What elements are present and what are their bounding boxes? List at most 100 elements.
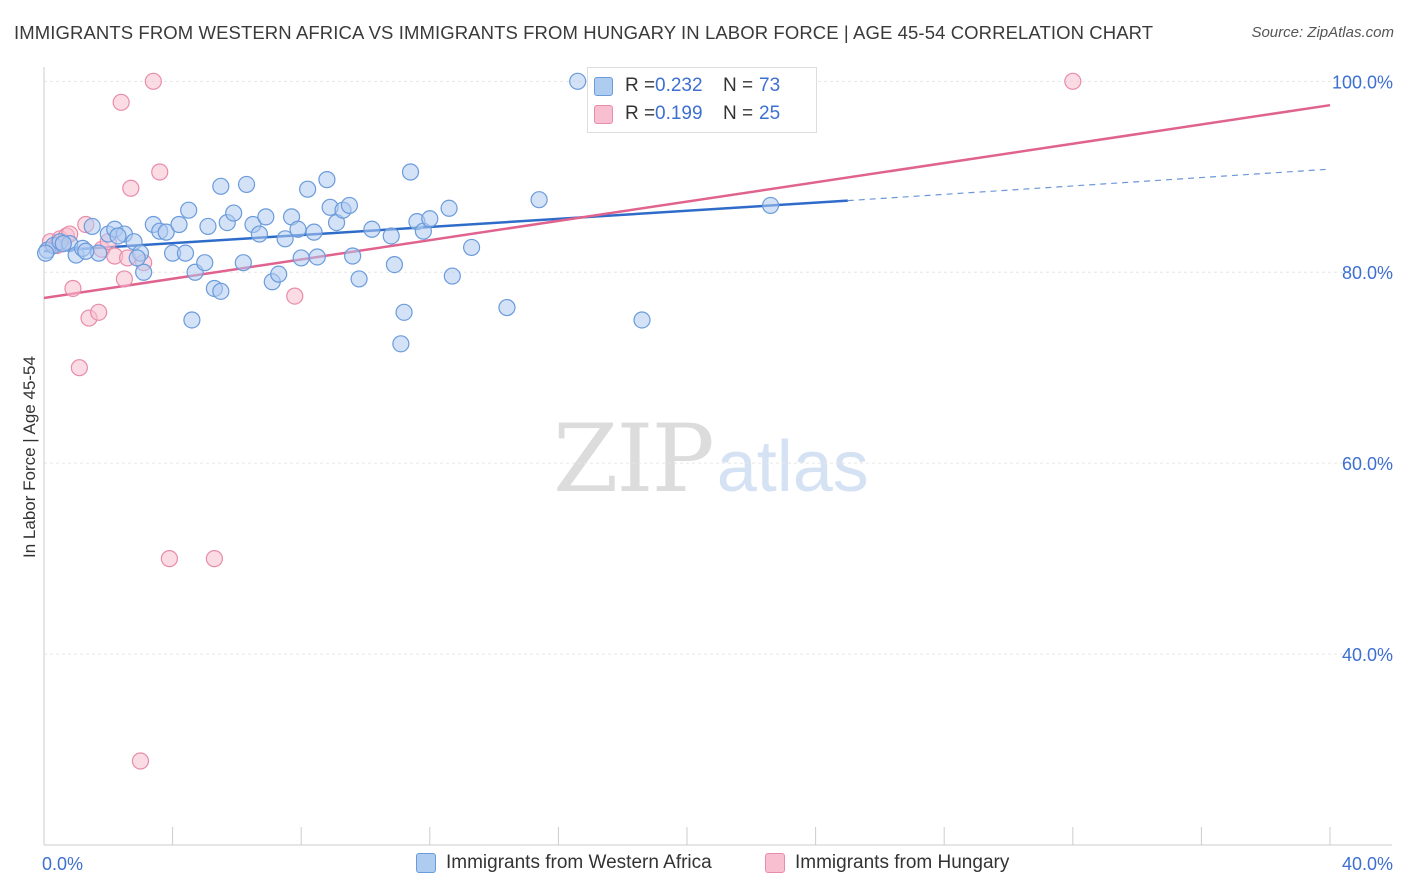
data-point-hungary bbox=[286, 287, 304, 305]
data-point-western-africa bbox=[135, 263, 153, 281]
data-point-western-africa bbox=[128, 249, 146, 267]
trend-line bbox=[43, 199, 848, 253]
data-point-western-africa bbox=[569, 72, 587, 90]
trend-line bbox=[43, 103, 1331, 300]
n-value: 73 bbox=[759, 75, 781, 96]
data-point-hungary bbox=[112, 93, 130, 111]
data-point-western-africa bbox=[350, 270, 368, 288]
data-point-western-africa bbox=[292, 249, 310, 267]
correlation-legend: R = 0.232 N = 73 R = 0.199 N = 25 bbox=[587, 67, 817, 133]
data-point-hungary bbox=[70, 359, 88, 377]
watermark-atlas: atlas bbox=[716, 427, 869, 507]
y-tick-label: 100.0% bbox=[1332, 72, 1393, 92]
data-point-western-africa bbox=[761, 196, 780, 215]
data-point-western-africa bbox=[270, 265, 288, 283]
data-point-western-africa bbox=[318, 171, 336, 189]
data-point-hungary bbox=[160, 550, 178, 568]
data-point-western-africa bbox=[443, 267, 461, 285]
data-point-western-africa bbox=[183, 311, 201, 329]
data-point-western-africa bbox=[344, 247, 362, 265]
data-point-western-africa bbox=[212, 282, 230, 300]
data-point-western-africa bbox=[83, 217, 101, 236]
data-point-hungary bbox=[151, 163, 169, 181]
data-point-western-africa bbox=[199, 217, 217, 236]
data-point-western-africa bbox=[237, 175, 256, 194]
data-point-western-africa bbox=[395, 303, 413, 321]
data-point-western-africa bbox=[109, 227, 127, 245]
legend-swatch-blue bbox=[416, 853, 436, 873]
source-credit: Source: ZipAtlas.com bbox=[1251, 24, 1394, 41]
data-point-hungary bbox=[115, 270, 133, 288]
data-point-western-africa bbox=[385, 256, 404, 274]
data-point-western-africa bbox=[363, 220, 381, 238]
data-point-western-africa bbox=[225, 204, 243, 222]
n-value: 25 bbox=[759, 103, 781, 124]
data-points bbox=[37, 72, 1082, 770]
data-point-western-africa bbox=[170, 215, 188, 234]
data-point-western-africa bbox=[77, 242, 95, 260]
data-point-western-africa bbox=[392, 335, 410, 353]
data-point-hungary bbox=[90, 303, 108, 321]
data-point-hungary bbox=[131, 752, 150, 770]
trend-lines bbox=[43, 103, 1331, 300]
data-point-western-africa bbox=[176, 244, 195, 262]
data-point-hungary bbox=[205, 550, 223, 568]
x-tick-label: 40.0% bbox=[1342, 854, 1393, 874]
y-tick-label: 80.0% bbox=[1342, 263, 1393, 283]
data-point-western-africa bbox=[212, 177, 230, 195]
data-point-western-africa bbox=[382, 227, 400, 245]
legend-label: Immigrants from Western Africa bbox=[446, 852, 712, 873]
data-point-western-africa bbox=[180, 201, 198, 219]
data-point-hungary bbox=[122, 179, 140, 197]
tick-labels: 40.0% 60.0% 80.0% 100.0% 0.0% 40.0% bbox=[42, 72, 1393, 874]
legend-row-hungary: R = 0.199 N = 25 bbox=[588, 100, 780, 128]
data-point-hungary bbox=[64, 279, 82, 298]
data-point-western-africa bbox=[440, 199, 458, 217]
series-legend: Immigrants from Western Africa Immigrant… bbox=[0, 852, 1406, 878]
gridlines bbox=[44, 80, 1392, 655]
data-point-western-africa bbox=[340, 196, 359, 215]
legend-item-western-africa[interactable]: Immigrants from Western Africa bbox=[416, 852, 712, 874]
legend-swatch-pink bbox=[594, 104, 613, 124]
legend-item-hungary[interactable]: Immigrants from Hungary bbox=[765, 852, 1009, 874]
data-point-hungary bbox=[144, 72, 162, 90]
data-point-western-africa bbox=[498, 298, 516, 317]
n-label: N = bbox=[723, 75, 754, 96]
r-label: R = bbox=[625, 103, 656, 124]
trend-line-extension bbox=[847, 168, 1331, 202]
data-point-western-africa bbox=[37, 244, 55, 262]
data-point-western-africa bbox=[421, 210, 439, 228]
data-point-western-africa bbox=[54, 235, 72, 253]
data-point-western-africa bbox=[530, 191, 548, 209]
data-point-western-africa bbox=[157, 223, 175, 241]
legend-label: Immigrants from Hungary bbox=[795, 852, 1010, 873]
r-value: 0.232 bbox=[655, 75, 703, 96]
data-point-western-africa bbox=[633, 311, 651, 329]
legend-swatch-pink bbox=[765, 853, 785, 873]
data-point-western-africa bbox=[308, 248, 326, 266]
y-tick-label: 40.0% bbox=[1342, 645, 1393, 665]
data-point-western-africa bbox=[196, 254, 214, 272]
data-point-western-africa bbox=[401, 163, 420, 181]
r-value: 0.199 bbox=[655, 103, 703, 124]
y-tick-label: 60.0% bbox=[1342, 454, 1393, 474]
data-point-western-africa bbox=[276, 230, 294, 248]
data-point-western-africa bbox=[299, 180, 317, 198]
data-point-western-africa bbox=[462, 238, 481, 257]
watermark-zip: ZIP bbox=[553, 405, 715, 514]
legend-swatch-blue bbox=[594, 76, 613, 96]
watermark: ZIPatlas bbox=[553, 405, 869, 514]
x-tick-label: 0.0% bbox=[42, 854, 83, 874]
r-label: R = bbox=[625, 75, 656, 96]
data-point-western-africa bbox=[250, 225, 269, 243]
axes bbox=[43, 67, 1392, 846]
data-point-western-africa bbox=[289, 220, 307, 238]
data-point-hungary bbox=[1064, 72, 1082, 90]
legend-row-western-africa: R = 0.232 N = 73 bbox=[588, 72, 780, 100]
data-point-western-africa bbox=[305, 223, 323, 241]
data-point-western-africa bbox=[257, 208, 275, 226]
chart-title: IMMIGRANTS FROM WESTERN AFRICA VS IMMIGR… bbox=[14, 22, 1154, 43]
data-point-western-africa bbox=[234, 254, 252, 272]
n-label: N = bbox=[723, 103, 754, 124]
